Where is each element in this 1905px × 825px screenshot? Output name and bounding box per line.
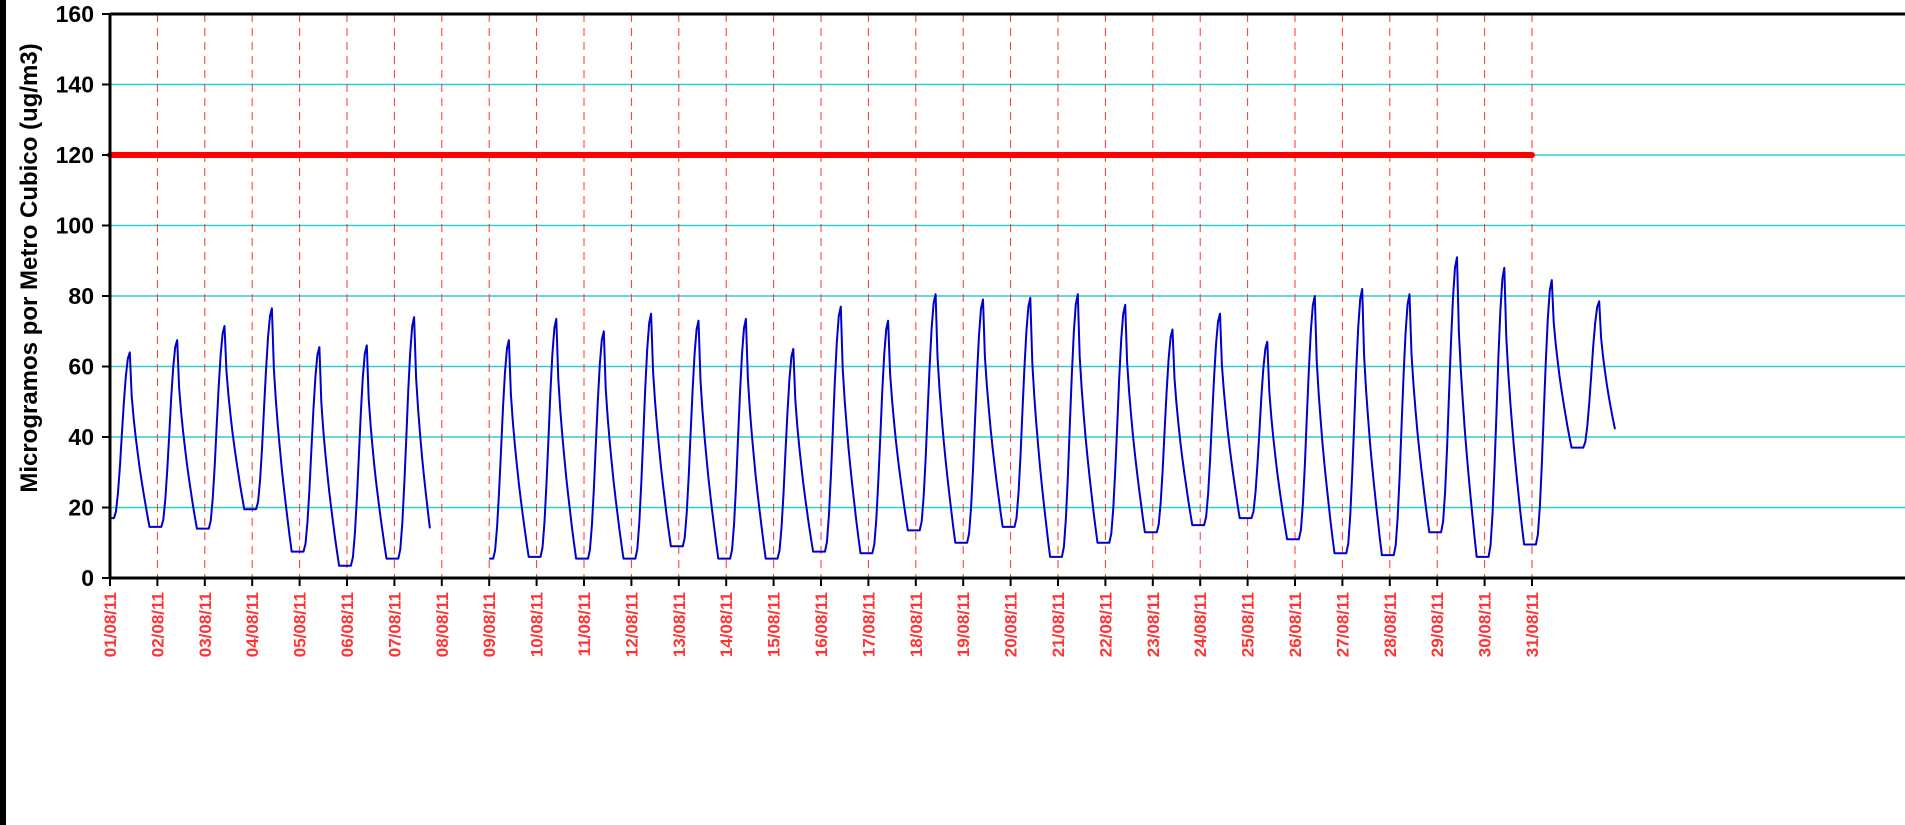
y-tick-label: 20 xyxy=(68,495,94,521)
x-tick-label: 08/08/11 xyxy=(433,592,452,657)
x-tick-label: 23/08/11 xyxy=(1144,592,1163,657)
y-tick-label: 140 xyxy=(56,72,94,98)
x-tick-label: 12/08/11 xyxy=(622,592,641,657)
x-tick-label: 04/08/11 xyxy=(243,592,262,657)
series-measured xyxy=(110,256,1616,567)
y-tick-label: 40 xyxy=(68,424,94,450)
y-tick-label: 120 xyxy=(56,142,94,168)
x-tick-label: 06/08/11 xyxy=(338,592,357,657)
y-tick-label: 80 xyxy=(68,283,94,309)
x-tick-label: 27/08/11 xyxy=(1333,592,1352,657)
x-tick-label: 29/08/11 xyxy=(1428,592,1447,657)
x-tick-label: 01/08/11 xyxy=(101,592,120,657)
x-tick-label: 24/08/11 xyxy=(1191,592,1210,657)
x-tick-label: 02/08/11 xyxy=(148,592,167,657)
x-tick-label: 21/08/11 xyxy=(1049,592,1068,657)
x-tick-label: 20/08/11 xyxy=(1002,592,1021,657)
y-tick-labels: 0 20 40 60 80 100 120 140 160 xyxy=(56,1,94,591)
x-tick-label: 11/08/11 xyxy=(575,592,594,656)
x-tick-label: 31/08/11 xyxy=(1523,592,1542,657)
measured-line-segment xyxy=(110,307,431,567)
x-tick-label: 28/08/11 xyxy=(1381,592,1400,657)
x-tick-label: 22/08/11 xyxy=(1096,592,1115,657)
x-tick-label: 07/08/11 xyxy=(385,592,404,657)
x-tick-label: 15/08/11 xyxy=(765,592,784,657)
x-tick-label: 17/08/11 xyxy=(859,592,878,657)
y-tick-label: 100 xyxy=(56,213,94,239)
measured-line-segment xyxy=(489,256,1616,560)
x-tick-label: 19/08/11 xyxy=(954,592,973,657)
horizontal-grid xyxy=(110,83,1905,509)
x-tick-label: 25/08/11 xyxy=(1239,592,1258,657)
x-tick-label: 30/08/11 xyxy=(1476,592,1495,657)
vertical-grid xyxy=(156,14,1533,578)
axes xyxy=(102,12,1905,586)
x-tick-label: 10/08/11 xyxy=(528,592,547,657)
y-tick-label: 160 xyxy=(56,1,94,27)
y-tick-label: 0 xyxy=(81,565,94,591)
y-axis-label: Microgramos por Metro Cubico (ug/m3) xyxy=(16,43,43,492)
x-tick-label: 13/08/11 xyxy=(670,592,689,657)
x-tick-labels: 01/08/11 02/08/11 03/08/11 04/08/11 05/08/11… xyxy=(101,592,1542,657)
y-tick-label: 60 xyxy=(68,354,94,380)
x-tick-label: 18/08/11 xyxy=(907,592,926,657)
x-tick-label: 26/08/11 xyxy=(1286,592,1305,657)
x-tick-label: 14/08/11 xyxy=(717,592,736,657)
x-tick-label: 09/08/11 xyxy=(480,592,499,657)
x-tick-label: 16/08/11 xyxy=(812,592,831,657)
x-tick-label: 03/08/11 xyxy=(196,592,215,657)
x-tick-label: 05/08/11 xyxy=(291,592,310,657)
